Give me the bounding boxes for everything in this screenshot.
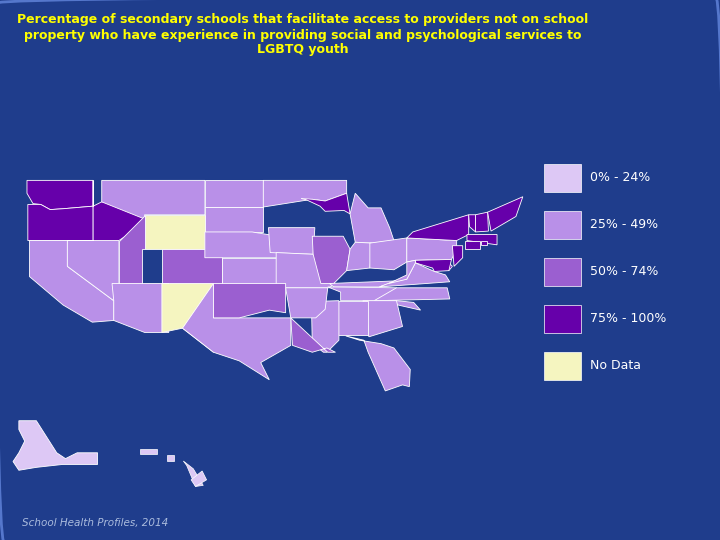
Polygon shape xyxy=(191,471,207,487)
Polygon shape xyxy=(350,193,394,243)
Polygon shape xyxy=(205,207,264,232)
Polygon shape xyxy=(102,180,205,219)
Polygon shape xyxy=(407,215,469,240)
Polygon shape xyxy=(269,228,315,254)
Polygon shape xyxy=(28,205,93,240)
Polygon shape xyxy=(162,249,222,284)
Polygon shape xyxy=(363,301,402,337)
Polygon shape xyxy=(119,215,145,284)
Polygon shape xyxy=(374,288,450,301)
Polygon shape xyxy=(312,236,350,284)
Polygon shape xyxy=(481,240,487,245)
Text: Percentage of secondary schools that facilitate access to providers not on schoo: Percentage of secondary schools that fac… xyxy=(17,14,588,57)
Polygon shape xyxy=(475,212,488,232)
Polygon shape xyxy=(346,242,372,271)
Polygon shape xyxy=(286,288,328,318)
Polygon shape xyxy=(184,461,203,487)
Polygon shape xyxy=(140,449,157,454)
Polygon shape xyxy=(264,180,346,207)
Polygon shape xyxy=(112,284,168,333)
Polygon shape xyxy=(383,301,420,310)
Text: 25% - 49%: 25% - 49% xyxy=(590,218,659,231)
Polygon shape xyxy=(213,284,286,318)
Polygon shape xyxy=(338,301,368,335)
Polygon shape xyxy=(465,240,480,249)
Polygon shape xyxy=(145,215,205,249)
Polygon shape xyxy=(312,301,339,352)
Text: 0% - 24%: 0% - 24% xyxy=(590,171,651,184)
Text: No Data: No Data xyxy=(590,359,642,372)
Polygon shape xyxy=(370,238,407,270)
Polygon shape xyxy=(407,238,456,262)
Polygon shape xyxy=(346,336,410,391)
Polygon shape xyxy=(301,193,350,214)
Text: 75% - 100%: 75% - 100% xyxy=(590,312,667,325)
Polygon shape xyxy=(30,240,114,322)
Polygon shape xyxy=(205,232,279,258)
Polygon shape xyxy=(446,259,452,271)
Polygon shape xyxy=(467,234,497,245)
Polygon shape xyxy=(182,284,291,380)
Polygon shape xyxy=(415,259,451,272)
Polygon shape xyxy=(330,279,407,287)
Polygon shape xyxy=(68,180,145,240)
Polygon shape xyxy=(162,284,213,352)
Polygon shape xyxy=(389,260,415,284)
Polygon shape xyxy=(469,215,475,232)
Polygon shape xyxy=(68,240,119,301)
Text: School Health Profiles, 2014: School Health Profiles, 2014 xyxy=(22,518,168,528)
Polygon shape xyxy=(27,180,93,210)
Polygon shape xyxy=(487,197,523,231)
Polygon shape xyxy=(13,421,97,470)
Polygon shape xyxy=(328,287,397,301)
Polygon shape xyxy=(379,263,450,287)
Polygon shape xyxy=(205,180,264,207)
Polygon shape xyxy=(167,455,174,461)
Polygon shape xyxy=(222,258,286,284)
Polygon shape xyxy=(291,318,336,352)
Polygon shape xyxy=(276,253,335,288)
Text: 50% - 74%: 50% - 74% xyxy=(590,265,659,278)
Polygon shape xyxy=(452,246,463,266)
